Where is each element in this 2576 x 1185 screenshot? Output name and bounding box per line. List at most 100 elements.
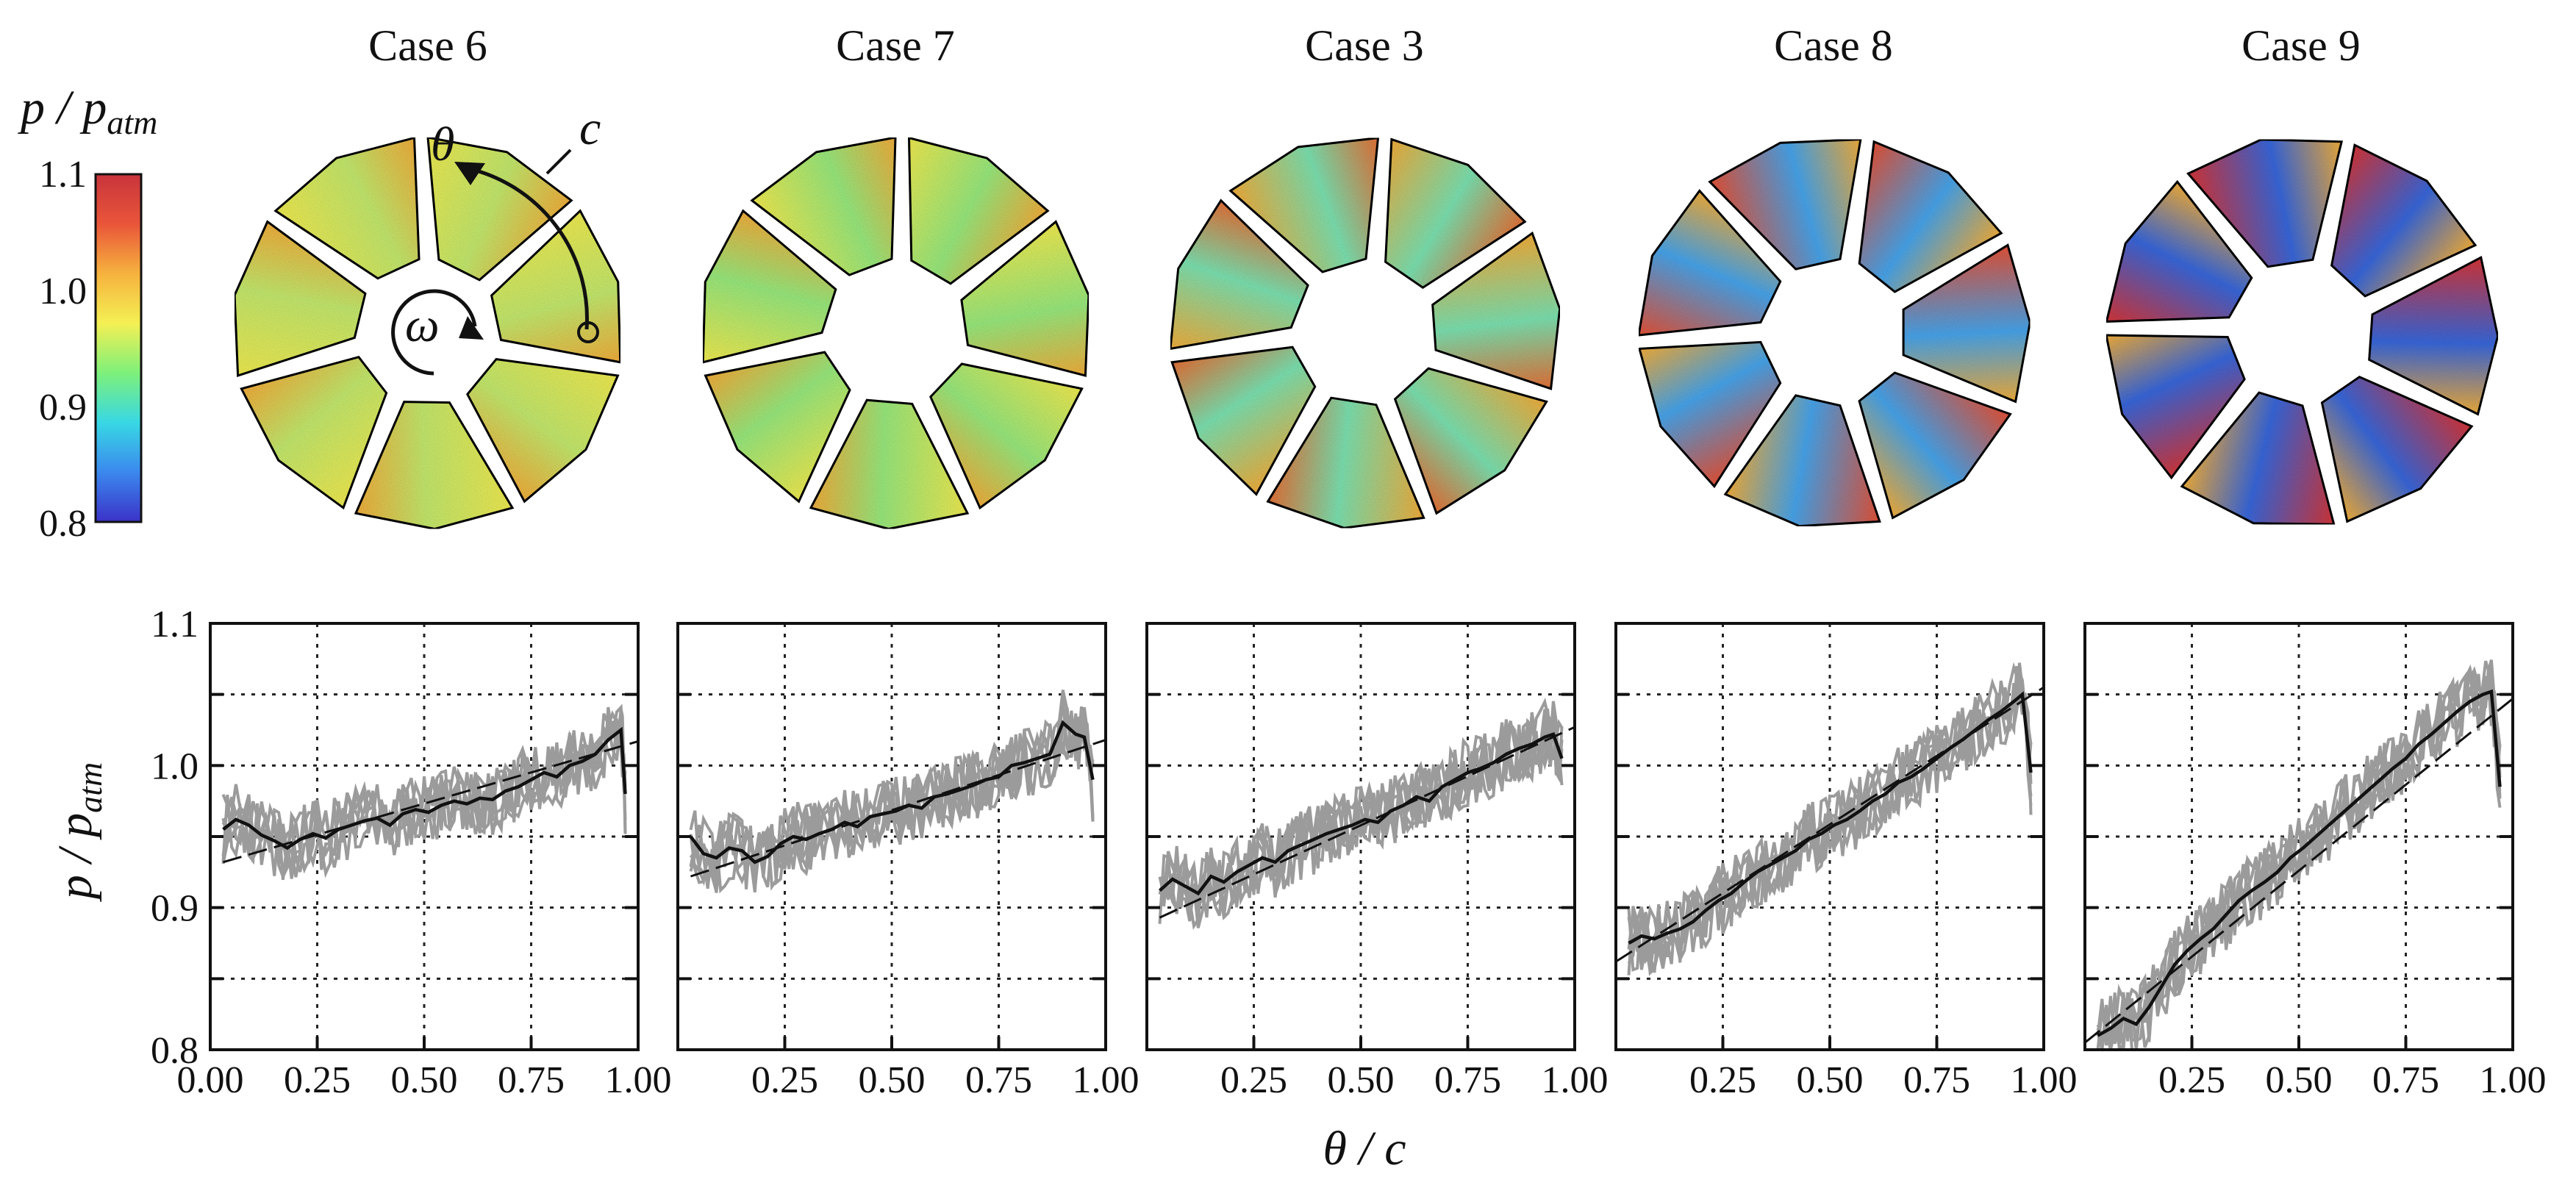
x-tick-label: 1.00: [2480, 1059, 2547, 1101]
rotor-blade: [929, 362, 1084, 510]
x-tick-label: 0.00: [177, 1059, 244, 1101]
run-series: [1627, 662, 2033, 966]
y-tick-label: 1.0: [151, 745, 198, 787]
rotor-blade: [1858, 371, 2012, 520]
rotor-blade: [1169, 198, 1309, 351]
run-series: [1158, 708, 1564, 920]
schematic-annotations: θ c ω: [391, 101, 601, 376]
colorbar-tick: 0.9: [39, 387, 87, 429]
rotor-blade: [1638, 340, 1782, 489]
rotor-blade: [2180, 391, 2336, 526]
chord-label: c: [579, 101, 601, 155]
rotor-blade: [704, 351, 851, 504]
rotor-blade: [1902, 243, 2031, 404]
x-tick-label: 0.25: [1220, 1059, 1287, 1101]
omega-label: ω: [405, 298, 440, 352]
x-tick-label: 0.50: [1328, 1059, 1395, 1101]
x-tick-label: 0.75: [2372, 1059, 2439, 1101]
rotor-blade: [1858, 140, 2003, 293]
run-series: [1627, 662, 2033, 973]
x-tick-label: 0.50: [2266, 1059, 2333, 1101]
x-tick-label: 0.50: [1797, 1059, 1864, 1101]
rotor-blade: [1637, 189, 1782, 337]
y-axis-label: p / patm: [49, 762, 109, 902]
y-tick-label: 1.1: [151, 604, 198, 645]
rotor-map: [2105, 138, 2500, 526]
mean-series: [2097, 689, 2502, 1037]
x-axis-label: θ / c: [1323, 1122, 1406, 1175]
theta-label: θ: [431, 118, 454, 171]
x-tick-label: 1.00: [605, 1059, 672, 1101]
x-tick-label: 0.25: [2158, 1059, 2225, 1101]
mean-series: [222, 726, 627, 851]
rotation-arrow: [391, 289, 477, 376]
rotor-blade: [1228, 136, 1380, 273]
run-series: [689, 707, 1095, 877]
x-tick-label: 1.00: [2011, 1059, 2078, 1101]
x-tick-label: 0.75: [1434, 1059, 1501, 1101]
rotor-blade: [1708, 138, 1862, 271]
colorbar-label: p / patm: [18, 81, 157, 141]
run-series: [690, 706, 1095, 893]
colorbar: p / patm 1.1 1.0 0.9 0.8: [18, 81, 157, 545]
rotor-blade: [1384, 137, 1527, 290]
colorbar-tick: 0.8: [39, 503, 87, 545]
panel-title: Case 8: [1774, 21, 1893, 70]
rotor-blade: [1266, 396, 1425, 529]
rotor-blade: [809, 398, 970, 531]
mean-series: [1159, 731, 1564, 896]
rotor-blade: [1431, 231, 1561, 390]
x-tick-label: 0.25: [284, 1059, 351, 1101]
rotation-arrowhead: [459, 316, 484, 340]
theta-arrowhead: [454, 162, 485, 185]
chord-leader: [545, 148, 572, 175]
fit-line: [690, 739, 1106, 878]
rotor-blade: [701, 209, 837, 364]
colorbar-tick: 1.1: [39, 154, 87, 196]
rotor-map: [1169, 136, 1561, 529]
rotor-map: [701, 136, 1090, 531]
rotor-map: [1637, 138, 2031, 528]
rotor-blade: [240, 355, 388, 510]
rotor-blade: [2105, 334, 2246, 480]
rotor-blade: [466, 358, 620, 504]
rotor-blade: [1393, 367, 1548, 515]
x-tick-label: 0.50: [391, 1059, 458, 1101]
rotor-blade: [2320, 376, 2474, 523]
fit-line: [2084, 698, 2514, 1044]
x-tick-label: 0.50: [859, 1059, 926, 1101]
fit-line: [223, 740, 639, 864]
plot-panel: 0.25 0.50 0.75 1.00: [2083, 622, 2547, 1101]
rotor-blade: [2368, 256, 2500, 416]
theta-arrow: [464, 165, 589, 330]
rotor-blade: [2105, 179, 2253, 323]
rotor-blade: [273, 136, 421, 280]
y-tick-label: 0.8: [151, 1030, 198, 1072]
line-plots: 0.00 0.25 0.50 0.75 1.00 0.8 0.9 1.0 1.1 0.25 0.50…: [151, 604, 2547, 1101]
x-tick-label: 0.75: [498, 1059, 565, 1101]
rotor-blade: [1723, 394, 1881, 528]
rotor-blade: [960, 220, 1090, 377]
x-tick-label: 0.25: [1689, 1059, 1756, 1101]
x-tick-label: 0.75: [965, 1059, 1032, 1101]
colorbar-tick: 1.0: [39, 271, 87, 312]
rotor-blade: [233, 220, 367, 378]
rotor-blade: [2330, 143, 2477, 298]
y-tick-label: 0.9: [151, 888, 198, 930]
run-series: [1158, 697, 1564, 918]
panel-title: Case 9: [2242, 21, 2361, 70]
rotor-blade: [2186, 138, 2343, 268]
panel-title: Case 6: [368, 21, 487, 70]
run-series: [221, 713, 627, 881]
mean-series: [1628, 691, 2033, 945]
plot-panel: 0.25 0.50 0.75 1.00: [676, 622, 1139, 1101]
rotor-maps: [233, 136, 2500, 531]
origin-marker: [577, 321, 599, 343]
x-tick-label: 1.00: [1542, 1059, 1609, 1101]
x-tick-label: 0.75: [1903, 1059, 1970, 1101]
mean-series: [689, 720, 1095, 864]
rotor-blade: [354, 401, 515, 531]
plot-panel: 0.25 0.50 0.75 1.00: [1145, 622, 1609, 1101]
run-series: [1627, 672, 2033, 975]
